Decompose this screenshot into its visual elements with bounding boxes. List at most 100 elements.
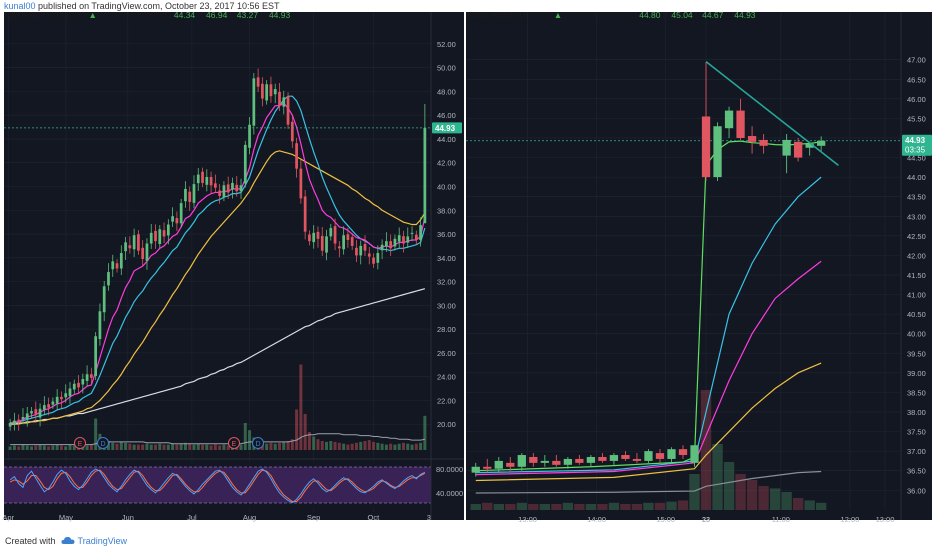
- daily-y-tick-label: 52.00: [437, 40, 456, 49]
- daily-candle: [145, 243, 149, 261]
- daily-volume-bar: [205, 444, 209, 450]
- daily-volume-bar: [59, 445, 63, 450]
- intraday-volume-bar: [769, 488, 781, 510]
- intraday-y-tick-label: 42.00: [907, 251, 926, 260]
- daily-candle: [372, 257, 375, 264]
- intraday-y-tick-label: 42.50: [907, 232, 926, 241]
- daily-candle: [393, 238, 397, 247]
- daily-candle: [34, 409, 38, 415]
- daily-volume-bar: [372, 441, 376, 450]
- daily-volume-bar: [307, 432, 311, 450]
- intraday-candle: [759, 139, 768, 146]
- daily-plot-area[interactable]: [4, 12, 431, 450]
- intraday-candle: [644, 451, 653, 461]
- intraday-plot-area[interactable]: [466, 12, 901, 510]
- daily-candle: [196, 174, 200, 184]
- intraday-legend-high: 45.04: [671, 12, 693, 20]
- daily-volume-bar: [342, 443, 346, 450]
- intraday-trendline[interactable]: [705, 61, 839, 167]
- daily-candle: [51, 401, 55, 405]
- daily-legend-change: +8.19 (+22.29%): [99, 12, 162, 20]
- daily-legend-high: 46.94: [206, 12, 228, 20]
- intraday-ema-mid-line: [475, 176, 822, 474]
- intraday-volume-bar: [689, 474, 700, 510]
- daily-volume-bar: [295, 409, 299, 450]
- daily-candle: [21, 417, 25, 419]
- intraday-chart: 47.0046.5046.0045.5045.0044.5044.0043.50…: [466, 12, 932, 524]
- intraday-volume-bar: [712, 444, 723, 510]
- intraday-volume-bar: [608, 502, 620, 510]
- tradingview-brand[interactable]: TradingView: [77, 536, 128, 546]
- intraday-candle: [563, 458, 573, 465]
- daily-y-tick-label: 50.00: [437, 64, 456, 73]
- daily-volume-bar: [162, 444, 166, 450]
- daily-candle: [85, 374, 89, 381]
- daily-candle: [414, 234, 418, 240]
- daily-x-tick-label: Sep: [307, 513, 320, 522]
- daily-candle: [226, 184, 230, 193]
- daily-candle: [154, 230, 157, 242]
- author-link[interactable]: kunal00: [4, 1, 36, 11]
- daily-candle: [205, 176, 209, 185]
- daily-candle: [201, 171, 204, 183]
- intraday-candle: [517, 455, 526, 467]
- daily-x-tick-label: Jul: [187, 513, 197, 522]
- intraday-y-tick-label: 46.00: [907, 95, 926, 104]
- daily-time-axis[interactable]: Apr May Jun Jul Aug Sep Oct 3: [2, 513, 431, 522]
- daily-volume-bar: [175, 444, 179, 450]
- daily-candle: [13, 420, 16, 424]
- intraday-volume-bar: [482, 502, 493, 510]
- daily-volume-bar: [124, 442, 128, 450]
- intraday-time-axis[interactable]: 13:00 14:00 15:00 23 11:00 12:00 13:00: [518, 515, 894, 524]
- daily-candle: [77, 382, 80, 388]
- chart-canvas[interactable]: E D E D 52.00 50.00 48.00 46.00 44.00 42.00 40.00…: [0, 12, 932, 532]
- daily-volume-bar: [154, 444, 158, 450]
- daily-candle: [119, 253, 123, 269]
- daily-candle: [423, 127, 427, 224]
- intraday-last-price-label: 44.93: [905, 136, 926, 145]
- daily-price-axis[interactable]: 52.00 50.00 48.00 46.00 44.00 42.00 40.00 38.00…: [437, 40, 456, 429]
- daily-candle: [235, 184, 239, 192]
- daily-volume-bar: [226, 445, 230, 450]
- created-with-label: Created with: [5, 536, 56, 546]
- daily-volume-bar: [401, 442, 405, 450]
- daily-candle: [248, 124, 251, 148]
- intraday-volume-bar: [643, 502, 654, 510]
- intraday-price-axis[interactable]: 47.0046.5046.0045.5045.0044.5044.0043.50…: [907, 56, 926, 496]
- rsi-band: [4, 467, 431, 503]
- intraday-volume-bar: [585, 504, 597, 510]
- intraday-candle: [782, 139, 791, 156]
- intraday-legend: BATS:PETS, 15 44.93 ▲ +8.19 (+22.29%) O:…: [466, 12, 756, 20]
- daily-candle: [346, 234, 350, 240]
- intraday-candle: [529, 456, 538, 463]
- daily-candle: [278, 91, 281, 106]
- daily-event-marker-label: E: [232, 441, 237, 448]
- daily-legend-sep: ,: [52, 12, 57, 20]
- intraday-candle: [678, 449, 688, 456]
- daily-candle: [128, 245, 132, 249]
- daily-candle: [179, 203, 183, 224]
- intraday-volume-bar: [735, 474, 746, 510]
- intraday-candle: [701, 116, 711, 178]
- intraday-volume-bar: [631, 504, 643, 510]
- daily-candle: [265, 84, 269, 101]
- daily-candles: [8, 68, 427, 431]
- daily-candle: [132, 235, 136, 250]
- daily-candle: [295, 143, 298, 169]
- daily-volume-bar: [320, 441, 324, 450]
- daily-volume-bar: [72, 445, 76, 450]
- daily-volume-bar: [136, 444, 140, 450]
- intraday-candle: [483, 466, 492, 469]
- daily-candle: [329, 228, 333, 237]
- daily-volume-bar: [316, 439, 320, 450]
- daily-candle: [222, 185, 226, 197]
- daily-event-marker-label: D: [255, 441, 260, 448]
- daily-candle: [188, 191, 192, 202]
- daily-y-tick-label: 28.00: [437, 325, 456, 334]
- daily-event-marker: [74, 437, 86, 449]
- intraday-legend-interval: 15: [518, 12, 528, 20]
- daily-volume-bar: [354, 442, 358, 450]
- intraday-y-tick-label: 36.00: [907, 486, 926, 495]
- daily-candle: [25, 413, 29, 419]
- daily-candle: [290, 121, 294, 142]
